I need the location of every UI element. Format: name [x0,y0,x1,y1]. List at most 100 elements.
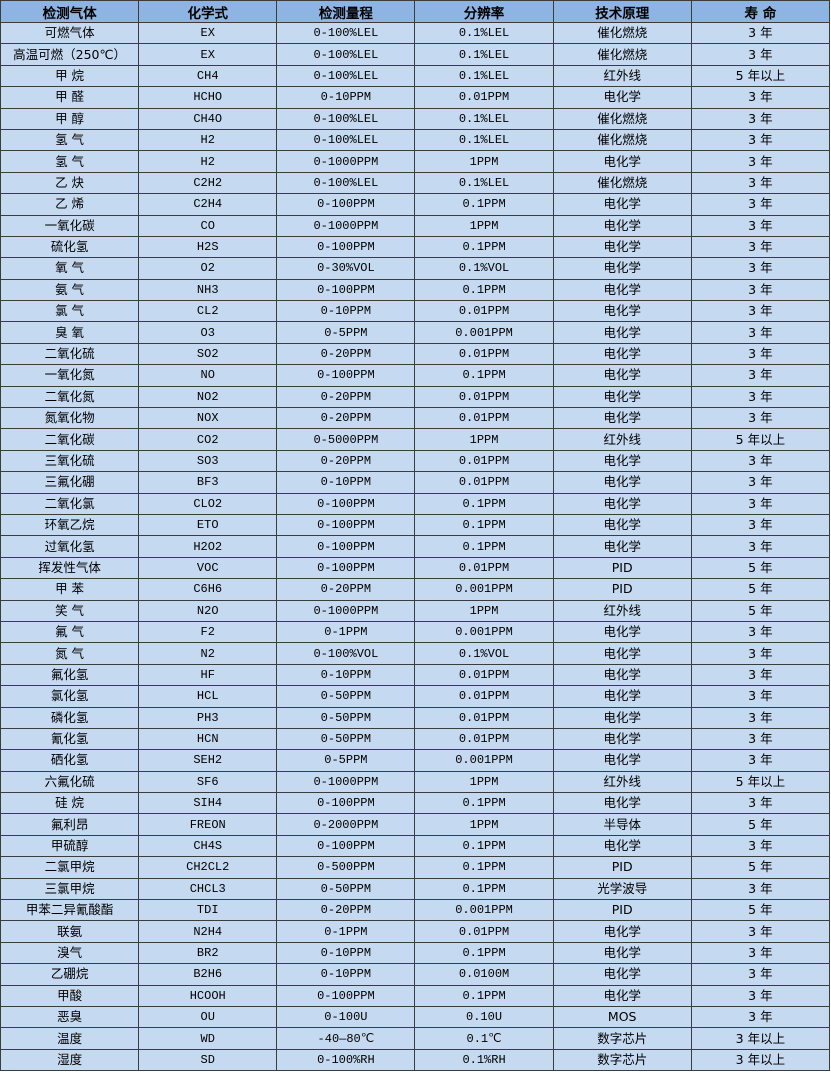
cell-formula: C2H4 [138,193,278,216]
cell-gas: 二氧化氯 [0,492,140,515]
table-row: 硫化氢 H2S 0-100PPM 0.1PPM 电化学 3 年 [0,235,831,259]
cell-principle: 电化学 [552,963,692,986]
cell-principle: 电化学 [552,471,692,494]
cell-principle: 电化学 [552,706,692,729]
cell-formula: C2H2 [138,171,278,195]
table-row: 臭 氧 O3 0-5PPM 0.001PPM 电化学 3 年 [0,321,831,344]
cell-lifespan: 3 年 [690,107,831,130]
cell-gas: 磷化氢 [0,706,140,729]
cell-formula: O2 [138,257,278,280]
cell-gas: 氢 气 [0,150,140,173]
cell-lifespan: 5 年 [690,599,831,622]
cell-resolution: 0.1PPM [414,235,554,259]
cell-range: 0-10PPM [276,663,416,687]
cell-range: 0-1PPM [276,920,416,943]
table-row: 氮 气 N2 0-100%VOL 0.1%VOL 电化学 3 年 [0,642,831,665]
table-row: 二氧化氮 NO2 0-20PPM 0.01PPM 电化学 3 年 [0,385,831,409]
table-row: 氮氧化物 NOX 0-20PPM 0.01PPM 电化学 3 年 [0,407,831,430]
cell-formula: BF3 [138,471,278,494]
cell-range: 0-100PPM [276,556,416,580]
cell-range: 0-10PPM [276,941,416,965]
cell-gas: 氧 气 [0,257,140,280]
cell-gas: 温度 [0,1027,140,1050]
cell-formula: CLO2 [138,492,278,515]
cell-lifespan: 3 年 [690,257,831,280]
cell-principle: 电化学 [552,385,692,409]
cell-principle: 电化学 [552,727,692,751]
table-row: 氟 气 F2 0-1PPM 0.001PPM 电化学 3 年 [0,620,831,644]
table-row: 三氯甲烷 CHCL3 0-50PPM 0.1PPM 光学波导 3 年 [0,877,831,901]
table-row: 一氧化氮 NO 0-100PPM 0.1PPM 电化学 3 年 [0,364,831,387]
table-row: 氟利昂 FREON 0-2000PPM 1PPM 半导体 5 年 [0,813,831,836]
cell-formula: HCL [138,685,278,708]
cell-range: 0-5PPM [276,321,416,344]
cell-principle: 电化学 [552,663,692,687]
cell-range: 0-30%VOL [276,257,416,280]
cell-formula: HCOOH [138,984,278,1007]
cell-resolution: 0.1%LEL [414,128,554,152]
cell-range: -40—80℃ [276,1027,416,1050]
table-row: 硅 烷 SIH4 0-100PPM 0.1PPM 电化学 3 年 [0,792,831,815]
cell-range: 0-100PPM [276,193,416,216]
cell-formula: NH3 [138,278,278,302]
cell-formula: SEH2 [138,749,278,772]
cell-resolution: 0.01PPM [414,727,554,751]
cell-gas: 溴气 [0,941,140,965]
cell-resolution: 0.1%LEL [414,64,554,88]
cell-resolution: 0.001PPM [414,620,554,644]
cell-principle: 催化燃烧 [552,128,692,152]
cell-principle: 催化燃烧 [552,107,692,130]
cell-resolution: 1PPM [414,428,554,451]
cell-range: 0-100PPM [276,834,416,858]
cell-range: 0-100%VOL [276,642,416,665]
cell-formula: NO2 [138,385,278,409]
cell-range: 0-100PPM [276,792,416,815]
table-row: 二氧化氯 CLO2 0-100PPM 0.1PPM 电化学 3 年 [0,492,831,515]
cell-resolution: 0.1%LEL [414,107,554,130]
cell-gas: 甲硫醇 [0,834,140,858]
cell-resolution: 0.1PPM [414,856,554,879]
cell-resolution: 0.01PPM [414,449,554,473]
cell-lifespan: 3 年以上 [690,1048,831,1072]
table-row: 磷化氢 PH3 0-50PPM 0.01PPM 电化学 3 年 [0,706,831,729]
cell-range: 0-20PPM [276,578,416,601]
cell-principle: 电化学 [552,364,692,387]
table-row: 乙 炔 C2H2 0-100%LEL 0.1%LEL 催化燃烧 3 年 [0,171,831,195]
cell-resolution: 0.001PPM [414,899,554,922]
cell-formula: C6H6 [138,578,278,601]
cell-principle: 电化学 [552,513,692,537]
cell-resolution: 0.1PPM [414,278,554,302]
cell-resolution: 0.01PPM [414,471,554,494]
cell-principle: 电化学 [552,300,692,323]
cell-range: 0-20PPM [276,385,416,409]
cell-lifespan: 5 年以上 [690,64,831,88]
cell-gas: 高温可燃（250℃） [0,43,140,66]
cell-formula: CHCL3 [138,877,278,901]
cell-range: 0-100U [276,1005,416,1029]
cell-principle: 光学波导 [552,877,692,901]
cell-range: 0-100%RH [276,1048,416,1072]
cell-gas: 一氧化碳 [0,214,140,237]
cell-lifespan: 3 年 [690,385,831,409]
cell-resolution: 0.01PPM [414,685,554,708]
cell-resolution: 0.10U [414,1005,554,1029]
cell-resolution: 0.01PPM [414,385,554,409]
cell-lifespan: 3 年 [690,1005,831,1029]
cell-gas: 过氧化氢 [0,535,140,558]
cell-resolution: 0.0100M [414,963,554,986]
cell-range: 0-20PPM [276,407,416,430]
cell-resolution: 0.1PPM [414,834,554,858]
table-row: 挥发性气体 VOC 0-100PPM 0.01PPM PID 5 年 [0,556,831,580]
cell-gas: 湿度 [0,1048,140,1072]
cell-resolution: 0.1PPM [414,941,554,965]
cell-formula: HCN [138,727,278,751]
cell-formula: SIH4 [138,792,278,815]
cell-formula: VOC [138,556,278,580]
cell-formula: SO2 [138,342,278,366]
cell-resolution: 1PPM [414,599,554,622]
cell-range: 0-100%LEL [276,64,416,88]
cell-gas: 甲 醇 [0,107,140,130]
cell-formula: WD [138,1027,278,1050]
table-row: 高温可燃（250℃） EX 0-100%LEL 0.1%LEL 催化燃烧 3 年 [0,43,831,66]
cell-principle: 电化学 [552,214,692,237]
